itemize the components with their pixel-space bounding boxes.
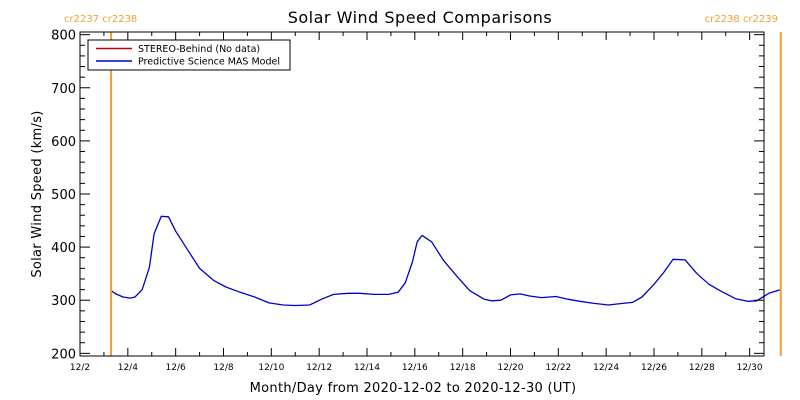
series-line-mas-model	[110, 215, 781, 307]
x-tick-label: 12/14	[354, 363, 380, 373]
x-tick-label: 12/28	[689, 363, 715, 373]
x-tick-label: 12/30	[737, 363, 763, 373]
x-tick-label: 12/22	[545, 363, 571, 373]
x-tick-label: 12/8	[213, 363, 233, 373]
carrington-marker-label: cr2237 cr2238	[64, 14, 137, 25]
carrington-marker-label: cr2238 cr2239	[705, 14, 778, 25]
x-tick-label: 12/18	[450, 363, 476, 373]
chart-title: Solar Wind Speed Comparisons	[288, 8, 553, 27]
x-tick-label: 12/6	[166, 363, 186, 373]
legend-box	[87, 39, 291, 71]
x-tick-label: 12/20	[498, 363, 524, 373]
y-tick-label: 800	[51, 29, 76, 44]
x-tick-label: 12/2	[70, 363, 90, 373]
legend: STEREO-Behind (No data) Predictive Scien…	[87, 39, 291, 71]
x-tick-label: 12/24	[593, 363, 619, 373]
y-tick-label: 600	[51, 135, 76, 150]
y-tick-label: 700	[51, 82, 76, 97]
x-tick-label: 12/16	[402, 363, 428, 373]
y-tick-label: 500	[51, 188, 76, 203]
x-tick-label: 12/10	[258, 363, 284, 373]
plot-area-frame	[79, 31, 765, 357]
y-axis-label: Solar Wind Speed (km/s)	[30, 110, 45, 277]
x-tick-label: 12/4	[118, 363, 138, 373]
x-tick-label: 12/26	[641, 363, 667, 373]
x-axis-label: Month/Day from 2020-12-02 to 2020-12-30 …	[250, 381, 577, 396]
legend-label-stereo: STEREO-Behind (No data)	[138, 44, 260, 55]
x-tick-label: 12/12	[306, 363, 332, 373]
y-tick-label: 200	[51, 347, 76, 362]
legend-label-mas: Predictive Science MAS Model	[138, 57, 280, 68]
y-tick-label: 300	[51, 294, 76, 309]
y-tick-label: 400	[51, 241, 76, 256]
